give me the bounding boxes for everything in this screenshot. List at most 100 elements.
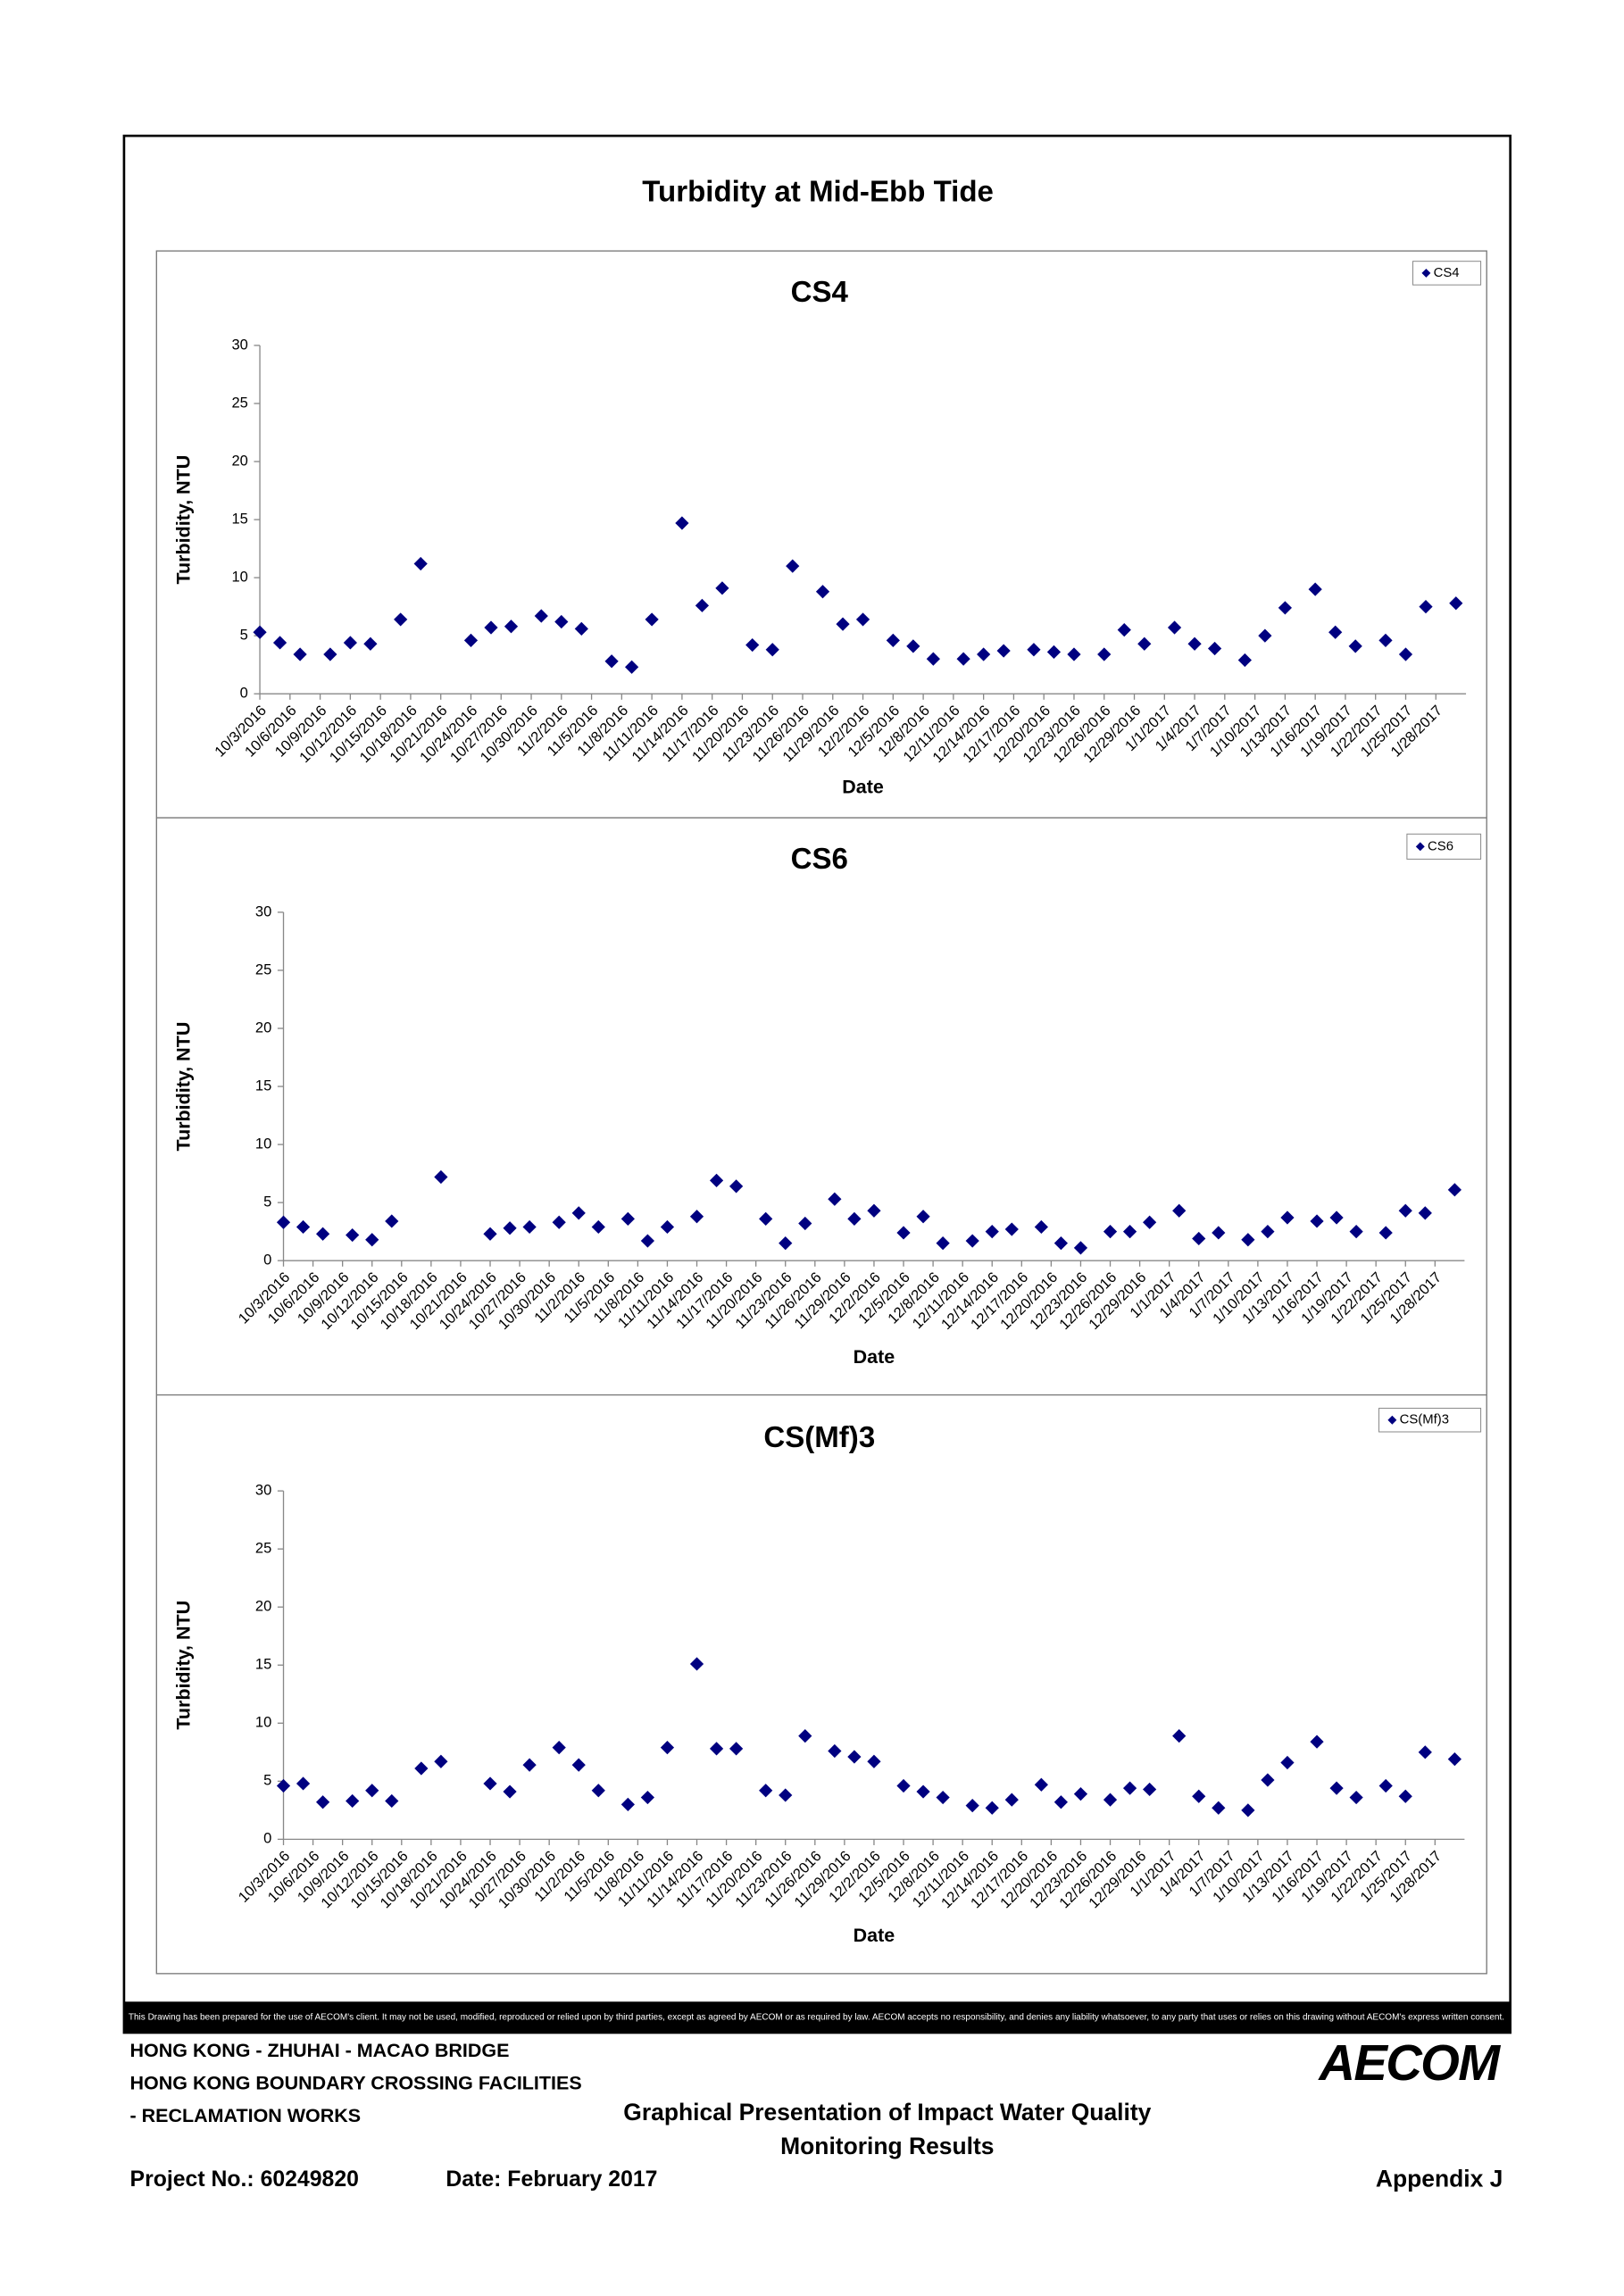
data-point (779, 1236, 793, 1251)
data-point (779, 1788, 793, 1802)
data-point (385, 1793, 399, 1809)
data-point (1122, 1781, 1137, 1795)
y-tick-label: 0 (263, 1252, 271, 1269)
data-point (620, 1797, 635, 1811)
data-point (1447, 1752, 1462, 1767)
data-point (1329, 1210, 1344, 1225)
data-point (1097, 647, 1112, 661)
data-point (867, 1203, 881, 1218)
data-point (343, 636, 357, 650)
data-point (1054, 1795, 1069, 1809)
data-point (1261, 1773, 1275, 1787)
data-point (1447, 1183, 1462, 1197)
data-point (1046, 645, 1062, 659)
data-point (640, 1790, 655, 1805)
data-point (759, 1211, 773, 1226)
y-tick-label: 25 (255, 961, 271, 977)
data-point (414, 1761, 429, 1776)
data-point (729, 1179, 744, 1194)
data-point (625, 660, 639, 674)
data-point (715, 581, 729, 595)
y-tick-label: 5 (263, 1193, 271, 1210)
data-point (571, 1758, 586, 1772)
y-tick-label: 10 (255, 1714, 271, 1731)
data-point (1103, 1225, 1118, 1239)
y-tick-label: 15 (231, 510, 247, 527)
data-point (1418, 1206, 1432, 1220)
data-point (1328, 625, 1343, 639)
data-point (1143, 1215, 1157, 1229)
data-point (977, 647, 991, 661)
data-point (847, 1211, 862, 1226)
project-no: Project No.: 60249820 (130, 2167, 359, 2192)
legend-label: CS6 (1428, 839, 1453, 853)
data-point (1398, 647, 1413, 661)
data-point (1419, 600, 1433, 614)
logo: AECOM (1317, 2034, 1501, 2091)
data-point (1280, 1210, 1295, 1225)
y-tick-label: 0 (263, 1830, 271, 1847)
data-point (316, 1227, 330, 1241)
y-tick-label: 15 (255, 1077, 271, 1094)
data-point (316, 1795, 330, 1809)
data-point (798, 1728, 812, 1743)
y-tick-label: 25 (255, 1540, 271, 1557)
data-point (985, 1801, 999, 1815)
data-point (1261, 1225, 1275, 1239)
data-point (293, 647, 307, 661)
data-point (1117, 623, 1131, 637)
data-point (1073, 1241, 1088, 1255)
data-point (1378, 633, 1393, 647)
data-point (985, 1225, 999, 1239)
y-axis-title: Turbidity, NTU (172, 1601, 194, 1730)
data-point (660, 1219, 675, 1235)
drawing-title: Monitoring Results (780, 2133, 994, 2159)
data-point (1027, 643, 1041, 657)
data-point (365, 1233, 379, 1247)
data-point (1192, 1231, 1206, 1246)
data-point (363, 636, 378, 651)
data-point (571, 1206, 586, 1220)
data-point (936, 1236, 950, 1251)
data-point (1310, 1734, 1324, 1749)
data-point (323, 647, 337, 661)
data-point (640, 1234, 655, 1248)
legend-marker (1421, 268, 1431, 278)
y-tick-label: 0 (240, 685, 248, 702)
data-point (689, 1657, 704, 1671)
disclaimer: This Drawing has been prepared for the u… (129, 2012, 1504, 2022)
project-line: - RECLAMATION WORKS (130, 2105, 362, 2126)
y-tick-label: 15 (255, 1656, 271, 1673)
y-axis-title: Turbidity, NTU (172, 455, 194, 585)
data-point (552, 1215, 566, 1229)
data-point (855, 612, 870, 627)
data-point (1398, 1203, 1412, 1218)
data-point (709, 1173, 724, 1188)
data-point (276, 1215, 291, 1229)
data-point (463, 633, 479, 647)
data-point (916, 1210, 930, 1224)
disclaimer-bar (123, 2001, 1511, 2033)
data-point (554, 614, 569, 629)
chart-panel (155, 250, 1487, 1975)
data-point (620, 1211, 635, 1226)
data-point (346, 1793, 360, 1809)
data-point (1280, 1755, 1295, 1770)
data-point (709, 1742, 724, 1756)
project-line: HONG KONG - ZHUHAI - MACAO BRIDGE (130, 2040, 510, 2061)
data-point (936, 1790, 950, 1805)
y-tick-label: 30 (231, 336, 247, 353)
frame (122, 134, 1512, 2034)
data-point (828, 1192, 842, 1206)
data-point (956, 652, 970, 666)
data-point (296, 1776, 311, 1791)
data-point (745, 637, 760, 653)
data-point (483, 1776, 497, 1791)
data-point (1073, 1787, 1088, 1801)
data-point (503, 1221, 517, 1235)
data-point (847, 1750, 862, 1764)
data-point (1241, 1233, 1255, 1247)
data-point (253, 625, 267, 639)
